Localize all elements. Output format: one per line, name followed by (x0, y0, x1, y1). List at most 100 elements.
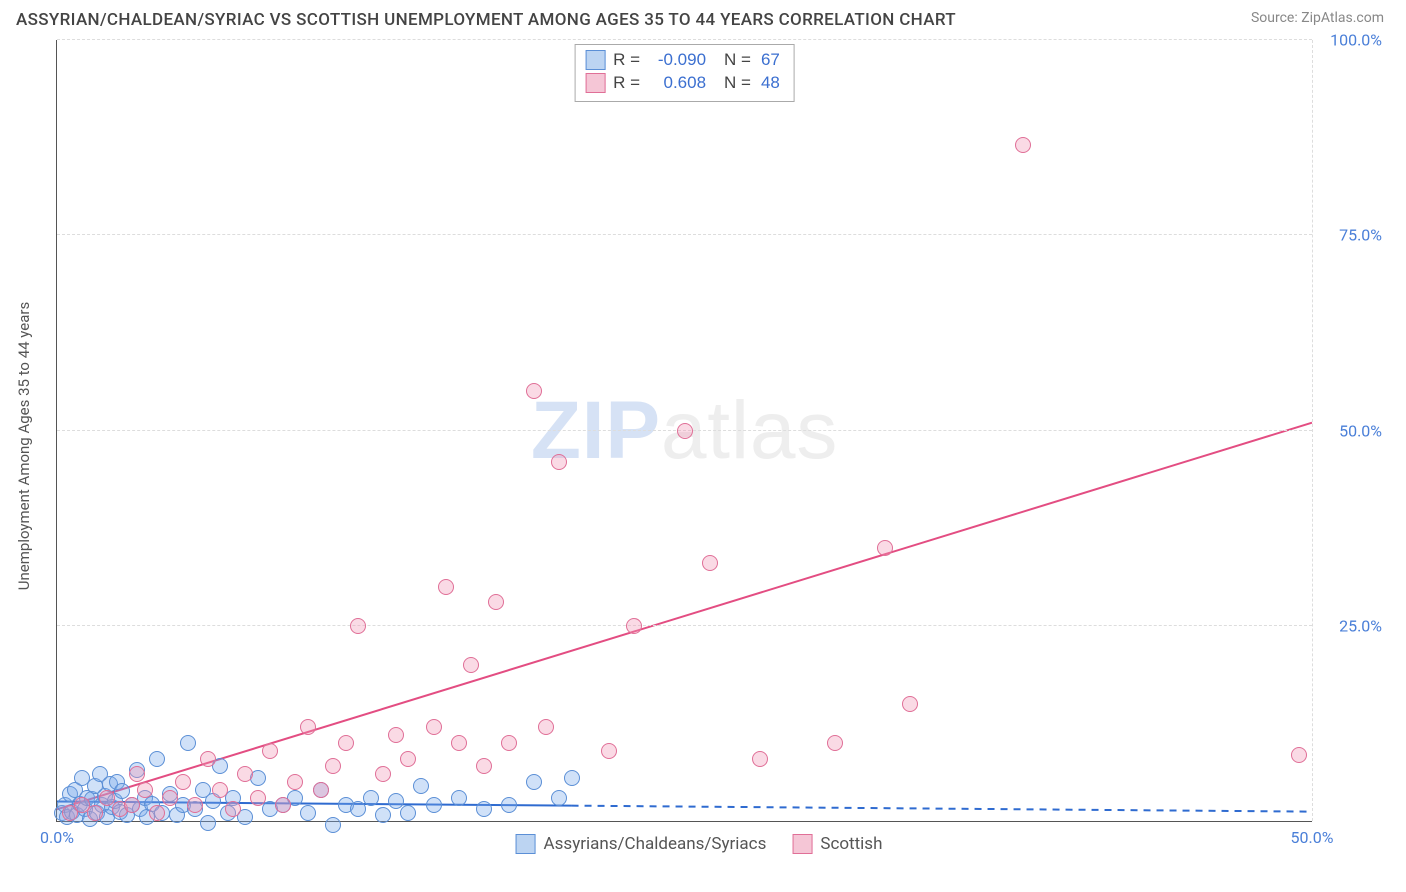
data-point-assyrian (180, 735, 196, 751)
data-point-scottish (300, 719, 316, 735)
ytick-label: 25.0% (1339, 616, 1382, 635)
data-point-scottish (212, 782, 228, 798)
data-point-assyrian (564, 770, 580, 786)
data-point-scottish (1291, 747, 1307, 763)
gridline-y (57, 234, 1312, 235)
stat-R-label: R = (613, 72, 640, 95)
data-point-scottish (338, 735, 354, 751)
data-point-assyrian (375, 807, 391, 823)
statbox-row-scottish: R = 0.608 N = 48 (585, 72, 780, 95)
statbox-row-assyrian: R = -0.090 N = 67 (585, 49, 780, 72)
ytick-label: 75.0% (1339, 226, 1382, 245)
data-point-assyrian (526, 774, 542, 790)
data-point-scottish (225, 801, 241, 817)
stats-box: R = -0.090 N = 67 R = 0.608 N = 48 (574, 44, 795, 102)
data-point-scottish (827, 735, 843, 751)
legend-swatch-assyrian (516, 834, 536, 854)
data-point-scottish (451, 735, 467, 751)
data-point-assyrian (363, 790, 379, 806)
data-point-scottish (124, 797, 140, 813)
plot-area: ZIPatlas R =-0.090N =67R =0.608N =48 25.… (56, 40, 1312, 822)
stat-N-label: N = (724, 49, 751, 72)
data-point-assyrian (451, 790, 467, 806)
data-point-scottish (902, 696, 918, 712)
trendline-scottish (57, 423, 1312, 810)
stat-N-value: 67 (759, 49, 780, 72)
data-point-scottish (752, 751, 768, 767)
data-point-assyrian (300, 805, 316, 821)
data-point-scottish (538, 719, 554, 735)
data-point-assyrian (501, 797, 517, 813)
data-point-scottish (438, 579, 454, 595)
gridline-x (1312, 40, 1313, 821)
gridline-y (57, 39, 1312, 40)
chart-title: ASSYRIAN/CHALDEAN/SYRIAC VS SCOTTISH UNE… (16, 10, 956, 30)
legend-item-assyrian: Assyrians/Chaldeans/Syriacs (516, 834, 767, 854)
data-point-scottish (476, 758, 492, 774)
gridline-y (57, 625, 1312, 626)
legend-item-scottish: Scottish (792, 834, 882, 854)
xtick-label: 0.0% (40, 828, 74, 847)
data-point-scottish (388, 727, 404, 743)
data-point-scottish (237, 766, 253, 782)
data-point-assyrian (476, 801, 492, 817)
data-point-assyrian (413, 778, 429, 794)
data-point-scottish (87, 805, 103, 821)
data-point-assyrian (551, 790, 567, 806)
data-point-scottish (400, 751, 416, 767)
data-point-scottish (325, 758, 341, 774)
series-legend: Assyrians/Chaldeans/Syriacs Scottish (516, 834, 883, 854)
data-point-scottish (162, 790, 178, 806)
data-point-scottish (375, 766, 391, 782)
stat-R-value: -0.090 (648, 49, 706, 72)
ytick-label: 50.0% (1339, 421, 1382, 440)
data-point-scottish (275, 797, 291, 813)
chart-container: ASSYRIAN/CHALDEAN/SYRIAC VS SCOTTISH UNE… (0, 0, 1406, 892)
data-point-scottish (463, 657, 479, 673)
swatch-assyrian (585, 50, 605, 70)
ytick-label: 100.0% (1330, 31, 1382, 50)
data-point-assyrian (400, 805, 416, 821)
data-point-scottish (501, 735, 517, 751)
data-point-assyrian (426, 797, 442, 813)
stat-N-value: 48 (759, 72, 780, 95)
data-point-scottish (601, 743, 617, 759)
plot-wrap: Unemployment Among Ages 35 to 44 years Z… (10, 36, 1388, 856)
data-point-scottish (526, 383, 542, 399)
xtick-label: 50.0% (1291, 828, 1334, 847)
data-point-scottish (200, 751, 216, 767)
data-point-scottish (313, 782, 329, 798)
header-row: ASSYRIAN/CHALDEAN/SYRIAC VS SCOTTISH UNE… (10, 10, 1388, 36)
data-point-scottish (877, 540, 893, 556)
data-point-scottish (702, 555, 718, 571)
data-point-scottish (677, 423, 693, 439)
data-point-assyrian (325, 817, 341, 833)
legend-swatch-scottish (792, 834, 812, 854)
data-point-scottish (626, 618, 642, 634)
data-point-scottish (1015, 137, 1031, 153)
data-point-scottish (287, 774, 303, 790)
y-axis-label: Unemployment Among Ages 35 to 44 years (15, 302, 33, 590)
data-point-scottish (129, 766, 145, 782)
data-point-scottish (175, 774, 191, 790)
legend-label-assyrian: Assyrians/Chaldeans/Syriacs (544, 834, 767, 854)
legend-label-scottish: Scottish (820, 834, 882, 854)
data-point-scottish (426, 719, 442, 735)
data-point-assyrian (149, 751, 165, 767)
data-point-scottish (551, 454, 567, 470)
data-point-scottish (250, 790, 266, 806)
stat-N-label: N = (724, 72, 751, 95)
data-point-scottish (137, 782, 153, 798)
source-label: Source: ZipAtlas.com (1251, 10, 1384, 26)
data-point-scottish (262, 743, 278, 759)
stat-R-value: 0.608 (648, 72, 706, 95)
data-point-assyrian (350, 801, 366, 817)
swatch-scottish (585, 73, 605, 93)
stat-R-label: R = (613, 49, 640, 72)
data-point-scottish (488, 594, 504, 610)
data-point-scottish (350, 618, 366, 634)
trendline-assyrian-ext (572, 806, 1312, 812)
data-point-scottish (187, 797, 203, 813)
data-point-assyrian (200, 815, 216, 831)
data-point-scottish (149, 805, 165, 821)
